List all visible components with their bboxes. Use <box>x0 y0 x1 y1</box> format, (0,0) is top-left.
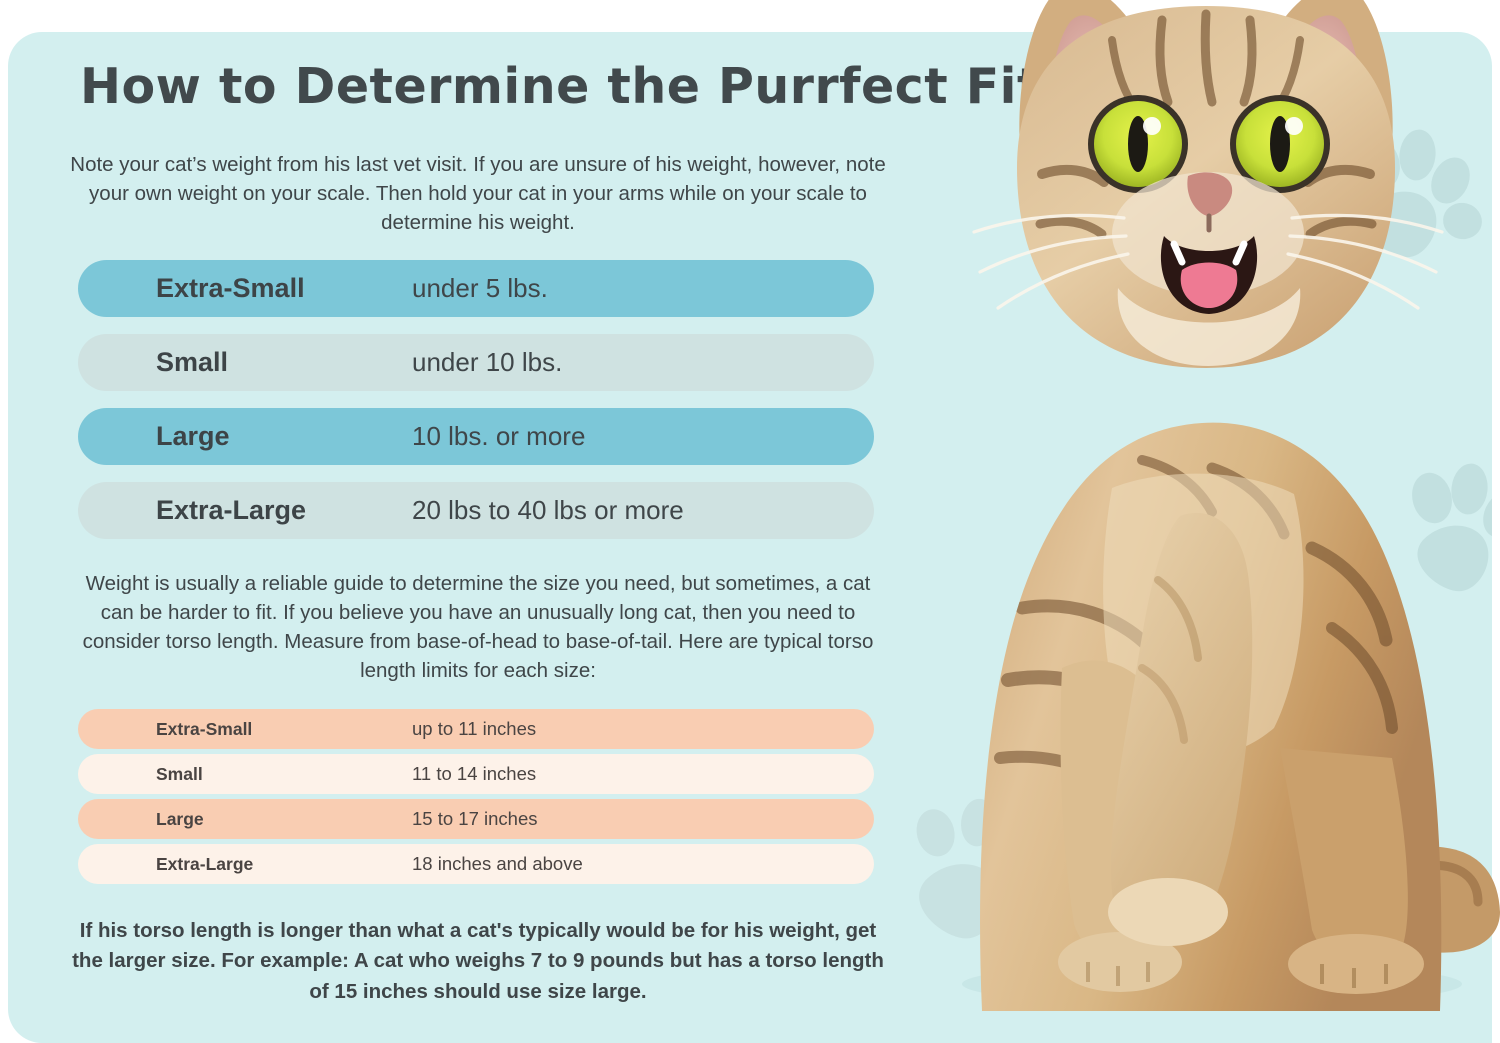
size-label: Small <box>156 763 203 784</box>
torso-intro-paragraph: Weight is usually a reliable guide to de… <box>82 572 874 683</box>
size-label: Extra-Small <box>156 718 253 739</box>
size-value: under 5 lbs. <box>412 273 548 303</box>
intro-paragraph: Note your cat’s weight from his last vet… <box>70 153 886 235</box>
size-label: Extra-Large <box>156 853 254 874</box>
table-row: Extra-Small up to 11 inches <box>78 709 874 749</box>
cat-photo <box>912 0 1500 1011</box>
table-row: Extra-Large 18 inches and above <box>78 844 874 884</box>
size-label: Large <box>156 808 204 829</box>
weight-size-table: Extra-Small under 5 lbs. Small under 10 … <box>78 260 874 556</box>
torso-length-table: Extra-Small up to 11 inches Small 11 to … <box>78 709 874 889</box>
size-label: Large <box>156 421 230 451</box>
size-value: 18 inches and above <box>412 853 583 874</box>
size-value: 15 to 17 inches <box>412 808 538 829</box>
page-title: How to Determine the Purrfect Fit <box>80 58 1041 115</box>
table-row: Extra-Large 20 lbs to 40 lbs or more <box>78 482 874 539</box>
table-row: Large 15 to 17 inches <box>78 799 874 839</box>
text-column: How to Determine the Purrfect Fit Note y… <box>8 32 1041 1043</box>
size-value: under 10 lbs. <box>412 347 563 377</box>
table-row: Large 10 lbs. or more <box>78 408 874 465</box>
size-value: 11 to 14 inches <box>412 763 537 784</box>
table-row: Small under 10 lbs. <box>78 334 874 391</box>
note-paragraph: If his torso length is longer than what … <box>72 919 884 1003</box>
size-value: 10 lbs. or more <box>412 421 586 451</box>
table-row: Small 11 to 14 inches <box>78 754 874 794</box>
size-value: up to 11 inches <box>412 718 537 739</box>
size-label: Extra-Small <box>156 273 305 303</box>
size-value: 20 lbs to 40 lbs or more <box>412 495 684 525</box>
table-row: Extra-Small under 5 lbs. <box>78 260 874 317</box>
size-label: Extra-Large <box>156 495 307 525</box>
size-label: Small <box>156 347 229 377</box>
